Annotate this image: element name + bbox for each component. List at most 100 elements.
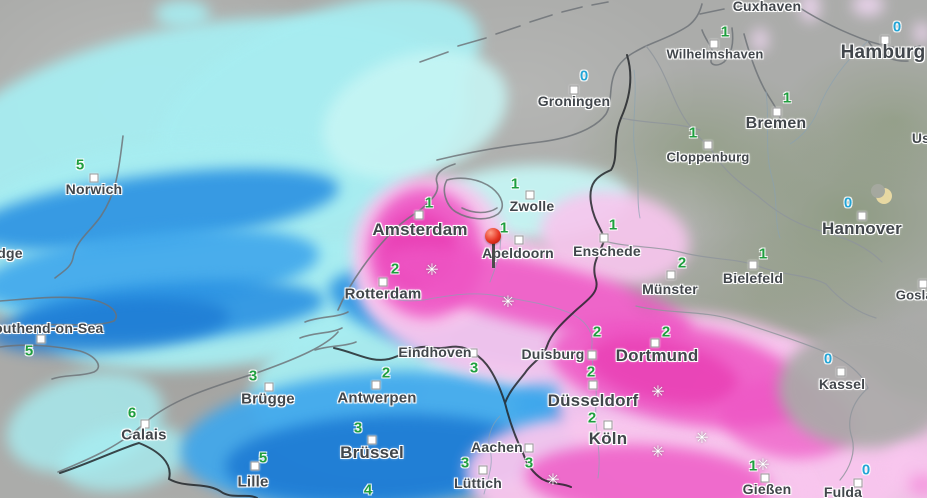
city-marker-wilhelmshaven[interactable]: [709, 39, 719, 49]
precip-blob: [752, 28, 768, 52]
temperature-kassel: 0: [823, 350, 833, 368]
temperature-cloppenburg: 1: [688, 124, 698, 142]
temperature-amsterdam: 1: [424, 194, 434, 212]
snowflake-icon: ✳: [695, 430, 709, 447]
city-label-lille: Lille: [237, 473, 269, 491]
snowflake-icon: ✳: [501, 294, 515, 311]
city-label-amsterdam: Amsterdam: [372, 220, 468, 239]
city-marker-hannover[interactable]: [857, 211, 867, 221]
city-marker-southendonsea[interactable]: [36, 334, 46, 344]
city-marker-dortmund[interactable]: [650, 338, 660, 348]
city-marker-gieen[interactable]: [760, 473, 770, 483]
city-marker-amsterdam[interactable]: [414, 210, 424, 220]
city-label-dsseldorf: Düsseldorf: [547, 391, 639, 410]
city-label-fragment: Us: [911, 130, 927, 146]
city-label-brgge: Brügge: [241, 390, 295, 408]
city-label-mnster: Münster: [642, 281, 698, 297]
precip-blob: [852, 0, 884, 16]
city-label-hamburg: Hamburg: [840, 42, 926, 63]
temperature-lttich: 3: [460, 454, 470, 472]
snowflake-icon: ✳: [546, 472, 560, 489]
pin-stick: [492, 242, 495, 268]
city-marker-bremen[interactable]: [772, 107, 782, 117]
city-marker-zwolle[interactable]: [525, 190, 535, 200]
temperature-brgge: 3: [248, 367, 258, 385]
temperature-mnster: 2: [677, 254, 687, 272]
city-label-cuxhaven: Cuxhaven: [732, 0, 802, 14]
city-marker-duisburg[interactable]: [587, 350, 597, 360]
city-marker-fulda[interactable]: [853, 478, 863, 488]
city-marker-enschede[interactable]: [599, 233, 609, 243]
moon-icon: [871, 184, 892, 204]
city-label-kln: Köln: [588, 429, 628, 448]
city-label-hannover: Hannover: [821, 219, 903, 238]
temperature-eindhoven: 3: [469, 359, 479, 377]
pin-head: [485, 228, 501, 244]
city-marker-norwich[interactable]: [89, 173, 99, 183]
city-marker-calais[interactable]: [140, 419, 150, 429]
city-label-rotterdam: Rotterdam: [344, 285, 422, 303]
city-marker-apeldoorn[interactable]: [514, 235, 524, 245]
snowflake-icon: ✳: [651, 444, 665, 461]
city-marker-cloppenburg[interactable]: [703, 140, 713, 150]
precip-blob: [778, 328, 927, 448]
city-marker-rotterdam[interactable]: [378, 277, 388, 287]
city-label-norwich: Norwich: [65, 181, 123, 197]
temperature-hannover: 0: [843, 194, 853, 212]
temperature-southendonsea: 5: [24, 342, 34, 360]
snowflake-icon: ✳: [651, 384, 665, 401]
temperature-brssel: 3: [353, 419, 363, 437]
city-marker-lille[interactable]: [250, 461, 260, 471]
city-label-goslar: Goslar: [895, 287, 927, 303]
temperature-apeldoorn: 1: [499, 219, 509, 237]
city-label-lttich: Lüttich: [453, 475, 503, 491]
temperature-gieen: 1: [748, 457, 758, 475]
city-marker-lttich[interactable]: [478, 465, 488, 475]
city-label-southendonsea: Southend-on-Sea: [0, 320, 104, 336]
city-label-fulda: Fulda: [823, 484, 863, 498]
city-label-brssel: Brüssel: [340, 443, 404, 462]
city-label-wilhelmshaven: Wilhelmshaven: [666, 46, 764, 62]
temperature-hamburg: 0: [892, 18, 902, 36]
temperature-antwerpen: 2: [381, 364, 391, 382]
city-label-kassel: Kassel: [818, 376, 866, 392]
city-marker-hamburg[interactable]: [880, 35, 890, 45]
city-marker-groningen[interactable]: [569, 85, 579, 95]
city-label-fragment: dge: [0, 245, 23, 261]
temperature-dortmund: 2: [661, 323, 671, 341]
precip-blob: [155, 0, 210, 28]
city-marker-brssel[interactable]: [367, 435, 377, 445]
snowflake-icon: ✳: [425, 262, 439, 279]
city-label-enschede: Enschede: [573, 243, 641, 259]
city-marker-dsseldorf[interactable]: [588, 380, 598, 390]
temperature-wilhelmshaven: 1: [720, 23, 730, 41]
precip-blob: [908, 474, 927, 496]
city-marker-antwerpen[interactable]: [371, 380, 381, 390]
city-marker-kassel[interactable]: [836, 367, 846, 377]
city-marker-bielefeld[interactable]: [748, 260, 758, 270]
city-label-dortmund: Dortmund: [615, 346, 699, 365]
city-marker-eindhoven[interactable]: [468, 348, 478, 358]
state-border-paths: [603, 45, 883, 481]
national-border-paths: [59, 54, 632, 498]
precip-blob: [914, 22, 927, 44]
snowflake-icon: ✳: [756, 457, 770, 474]
city-marker-brgge[interactable]: [264, 382, 274, 392]
temperature-zwolle: 1: [510, 175, 520, 193]
city-label-calais: Calais: [121, 426, 167, 444]
city-label-zwolle: Zwolle: [509, 198, 555, 214]
temperature-lille: 5: [258, 449, 268, 467]
city-label-duisburg: Duisburg: [521, 346, 585, 362]
city-marker-aachen[interactable]: [524, 443, 534, 453]
city-label-apeldoorn: Apeldoorn: [482, 245, 554, 261]
city-marker-mnster[interactable]: [666, 270, 676, 280]
location-pin[interactable]: [485, 228, 501, 270]
city-marker-kln[interactable]: [603, 420, 613, 430]
temperature-bielefeld: 1: [758, 245, 768, 263]
temperature-duisburg: 2: [592, 323, 602, 341]
temperature-enschede: 1: [608, 216, 618, 234]
city-label-aachen: Aachen: [471, 439, 523, 455]
